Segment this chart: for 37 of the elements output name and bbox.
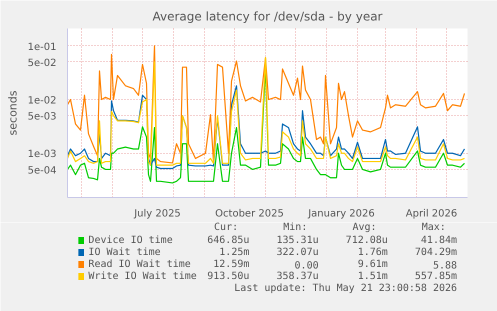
text: 135.31u [276, 235, 319, 246]
text: Cur: [214, 222, 238, 233]
y-axis-title: seconds [6, 90, 20, 136]
text: 322.07u [276, 247, 319, 258]
text: 712.08u [346, 235, 388, 246]
text: 12.59m [213, 259, 250, 270]
text: 704.29m [414, 247, 458, 258]
text: 1.51m [358, 271, 388, 282]
text: 1.76m [358, 247, 388, 258]
text: 41.84m [420, 235, 458, 246]
text: 1.25m [219, 247, 250, 258]
x-tick-label: July 2025 [133, 208, 181, 220]
x-tick-label: April 2026 [406, 208, 458, 220]
text: 646.85u [207, 235, 250, 246]
x-tick-label: January 2026 [307, 208, 375, 220]
text: Avg: [352, 222, 377, 233]
y-tick-label: 1e-03 [28, 149, 57, 160]
text: 0.00 [294, 260, 319, 272]
text: 9.61m [358, 259, 388, 270]
text: 358.37u [276, 271, 319, 282]
legend-label: Read IO Wait time [88, 259, 191, 270]
text: 913.50u [207, 271, 250, 282]
legend-label: Write IO Wait time [88, 271, 197, 282]
legend-label: IO Wait time [88, 247, 161, 258]
text: 5.88 [432, 260, 458, 272]
y-tick-label: 5e-02 [28, 58, 57, 69]
y-tick-label: 5e-03 [28, 112, 57, 123]
chart-title: Average latency for /dev/sda - by year [152, 10, 383, 24]
text: Max: [422, 222, 446, 233]
text: Min: [283, 222, 308, 233]
y-tick-label: 1e-02 [28, 96, 57, 107]
y-tick-label: 1e-01 [28, 42, 57, 53]
text: 557.85m [414, 271, 458, 282]
x-tick-label: October 2025 [215, 208, 284, 220]
text: Last update: Thu May 21 23:00:58 2026 [234, 283, 458, 294]
y-tick-label: 5e-04 [28, 165, 57, 176]
legend-label: Device IO time [88, 235, 173, 246]
